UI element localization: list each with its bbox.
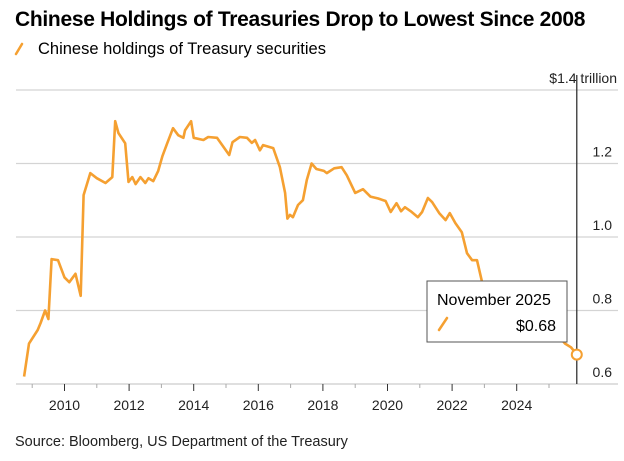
- y-tick-label: 0.8: [593, 291, 613, 307]
- x-tick-label: 2012: [114, 397, 145, 413]
- end-point-marker[interactable]: [570, 348, 583, 361]
- x-tick-label: 2024: [501, 397, 532, 413]
- x-tick-label: 2010: [49, 397, 80, 413]
- x-tick-label: 2014: [178, 397, 209, 413]
- tooltip-swatch-icon: [437, 316, 449, 332]
- legend-swatch-icon: [14, 42, 24, 56]
- tooltip-box: November 2025 $0.68: [426, 280, 568, 343]
- series-line: [22, 119, 578, 377]
- x-tick-label: 2020: [372, 397, 403, 413]
- chart-title: Chinese Holdings of Treasuries Drop to L…: [15, 8, 586, 31]
- tooltip-value: $0.68: [516, 318, 556, 335]
- source-note: Source: Bloomberg, US Department of the …: [15, 434, 349, 450]
- y-tick-label: 0.6: [593, 364, 613, 380]
- legend-label: Chinese holdings of Treasury securities: [38, 40, 326, 58]
- x-tick-label: 2018: [307, 397, 338, 413]
- x-tick-label: 2016: [243, 397, 274, 413]
- x-tick-label: 2022: [437, 397, 468, 413]
- y-tick-label: 1.0: [593, 217, 613, 233]
- tooltip-date: November 2025: [437, 292, 551, 309]
- y-unit-label: $1.4 trillion: [549, 70, 617, 86]
- y-tick-label: 1.2: [593, 144, 613, 160]
